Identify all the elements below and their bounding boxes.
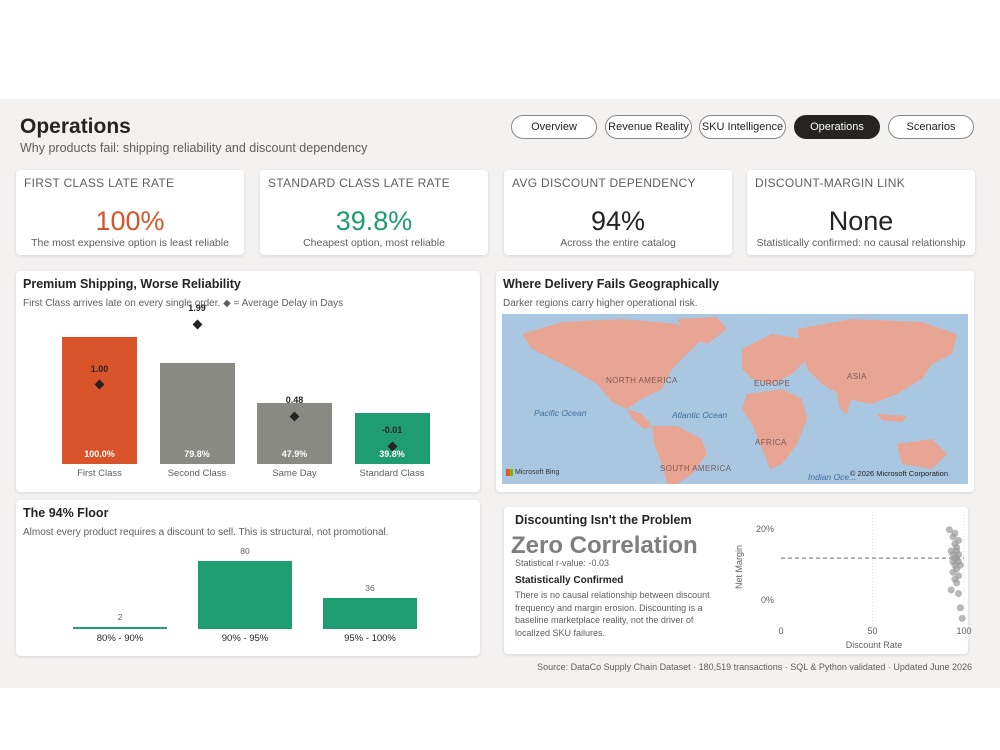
scatter-point: [958, 614, 966, 622]
tab-overview[interactable]: Overview: [511, 115, 597, 139]
category-label: Standard Class: [359, 468, 425, 479]
y-tick-label: 0%: [760, 594, 774, 605]
kpi-label: AVG DISCOUNT DEPENDENCY: [512, 176, 696, 190]
floor-bar: [198, 561, 292, 629]
bar-value-label: 100.0%: [84, 449, 115, 459]
avg-delay-label: -0.01: [381, 425, 403, 436]
x-axis-label: Discount Rate: [845, 640, 903, 650]
map-land-shapes: [522, 317, 957, 484]
map-label-europe: EUROPE: [754, 379, 791, 388]
shipping-bar: 39.8%: [354, 413, 430, 464]
scatter-svg: [781, 512, 966, 629]
scatter-point: [955, 590, 963, 598]
kpi-note: Cheapest option, most reliable: [303, 237, 445, 249]
y-tick-label: 20%: [755, 523, 774, 534]
category-label: Same Day: [272, 468, 317, 479]
map-attribution: © 2026 Microsoft Corporation: [849, 469, 948, 478]
chart-title: Premium Shipping, Worse Reliability: [23, 277, 241, 291]
category-label: First Class: [77, 468, 122, 479]
floor-value-label: 80: [240, 546, 250, 556]
source-footer: Source: DataCo Supply Chain Dataset · 18…: [537, 662, 972, 672]
microsoft-logo-icon: [506, 469, 513, 476]
tab-operations[interactable]: Operations: [794, 115, 880, 139]
scatter-point: [956, 561, 964, 569]
chart-subtitle: Almost every product requires a discount…: [23, 527, 389, 538]
bar-value-label: 47.9%: [281, 448, 308, 459]
kpi-note: The most expensive option is least relia…: [31, 237, 229, 249]
map-label-asia: ASIA: [847, 372, 867, 381]
map-label-atlantic: Atlantic Ocean: [672, 410, 728, 420]
scatter-point: [949, 551, 957, 559]
floor-bar: [73, 627, 167, 629]
kpi-label: STANDARD CLASS LATE RATE: [268, 176, 450, 190]
confirm-title: Statistically Confirmed: [515, 575, 624, 586]
kpi-card-standard-class: STANDARD CLASS LATE RATE 39.8% Cheapest …: [260, 170, 488, 255]
map-label-south-america: SOUTH AMERICA: [660, 464, 732, 473]
category-label: 95% - 100%: [344, 633, 396, 644]
floor-bar: [323, 598, 417, 629]
map-label-north-america: NORTH AMERICA: [606, 376, 678, 385]
tab-scenarios[interactable]: Scenarios: [888, 115, 974, 139]
kpi-note: Across the entire catalog: [560, 237, 676, 249]
map-label-indian: Indian Oce...: [808, 472, 857, 482]
page-title: Operations: [20, 115, 131, 138]
correlation-headline: Zero Correlation: [511, 532, 698, 559]
x-tick-label: 0: [778, 626, 784, 636]
shipping-bar-chart: 100.0% First Class 1.00 79.8% Second Class 1.…: [16, 271, 480, 492]
scatter-point: [956, 604, 964, 612]
scatter-point: [951, 529, 959, 537]
shipping-reliability-card: Premium Shipping, Worse Reliability Firs…: [16, 271, 480, 492]
chart-title: Where Delivery Fails Geographically: [503, 277, 720, 291]
discount-floor-chart: 2 80% - 90% 80 90% - 95% 36 95% - 100%: [16, 500, 480, 656]
map-label-pacific: Pacific Ocean: [534, 408, 587, 418]
avg-delay-label: 1.00: [90, 363, 109, 374]
kpi-label: DISCOUNT-MARGIN LINK: [755, 176, 906, 190]
scatter-point: [953, 579, 961, 587]
bing-logo: Microsoft Bing: [506, 469, 559, 476]
world-map[interactable]: NORTH AMERICA SOUTH AMERICA EUROPE ASIA …: [502, 314, 968, 484]
card-title: Discounting Isn't the Problem: [515, 513, 692, 527]
kpi-value: 94%: [590, 206, 646, 236]
floor-value-label: 2: [117, 612, 123, 622]
chart-subtitle: Darker regions carry higher operational …: [503, 298, 698, 309]
kpi-value: None: [828, 206, 894, 236]
discount-correlation-card: Discounting Isn't the Problem Zero Corre…: [504, 507, 972, 654]
avg-delay-label: 1.99: [188, 303, 206, 314]
discount-floor-card: The 94% Floor Almost every product requi…: [16, 500, 480, 656]
category-label: Second Class: [167, 468, 227, 479]
avg-delay-marker: [192, 319, 202, 329]
kpi-note: Statistically confirmed: no causal relat…: [756, 237, 966, 249]
kpi-card-discount-margin: DISCOUNT-MARGIN LINK None Statistically …: [747, 170, 975, 255]
shipping-bar: 100.0%: [62, 337, 137, 464]
kpi-value: 100%: [95, 206, 165, 236]
delivery-map-card: Where Delivery Fails Geographically Dark…: [496, 271, 974, 492]
kpi-card-discount-dependency: AVG DISCOUNT DEPENDENCY 94% Across the e…: [504, 170, 732, 255]
category-label: 80% - 90%: [96, 633, 144, 644]
category-label: 90% - 95%: [221, 633, 269, 644]
x-tick-label: 100: [956, 626, 972, 636]
scatter-point: [949, 568, 957, 576]
chart-subtitle: First Class arrives late on every single…: [23, 298, 344, 309]
scatter-point: [947, 586, 955, 594]
map-label-africa: AFRICA: [755, 438, 787, 447]
bar-value-label: 39.8%: [379, 448, 405, 459]
scatter-point: [945, 526, 953, 534]
avg-delay-label: 0.48: [285, 395, 304, 406]
confirm-body: There is no causal relationship between …: [515, 590, 710, 638]
bar-value-label: 79.8%: [184, 448, 210, 459]
tab-sku-intelligence[interactable]: SKU Intelligence: [699, 115, 786, 139]
floor-value-label: 36: [365, 583, 375, 594]
discount-margin-scatter: 0 50 100 20% 0% Discount Rate Net Margin: [504, 507, 972, 654]
x-tick-label: 50: [867, 626, 878, 636]
scatter-point: [955, 536, 963, 544]
page-subtitle: Why products fail: shipping reliability …: [20, 141, 368, 155]
tab-revenue-reality[interactable]: Revenue Reality: [605, 115, 692, 139]
r-value: Statistical r-value: -0.03: [515, 558, 610, 568]
kpi-card-first-class: FIRST CLASS LATE RATE 100% The most expe…: [16, 170, 244, 255]
kpi-label: FIRST CLASS LATE RATE: [24, 176, 175, 190]
shipping-bar: 79.8%: [159, 362, 235, 464]
chart-title: The 94% Floor: [23, 506, 109, 520]
kpi-value: 39.8%: [335, 206, 413, 236]
y-axis-label: Net Margin: [734, 545, 744, 590]
